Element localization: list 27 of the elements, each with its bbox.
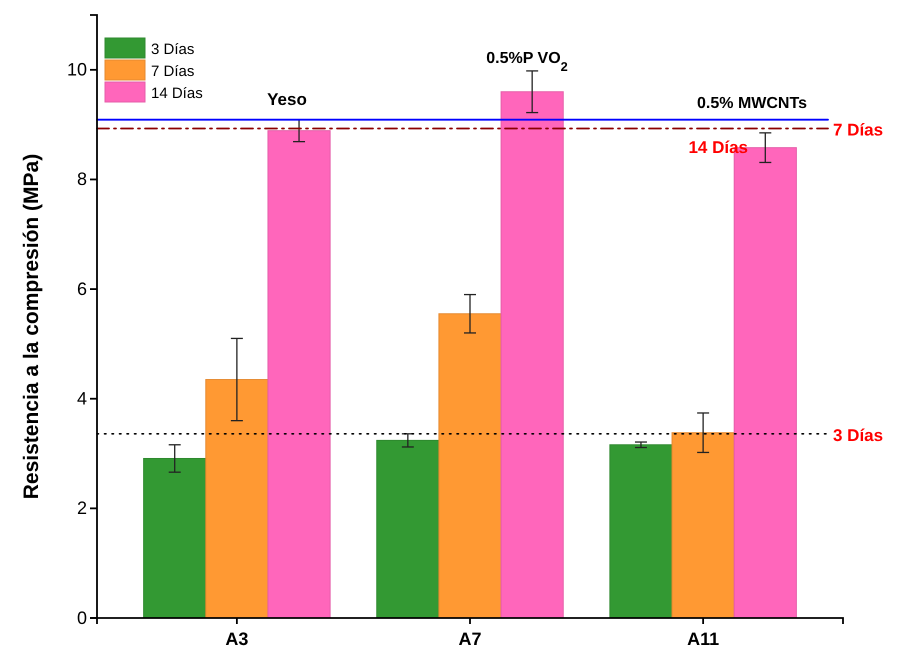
- bar: [143, 458, 206, 618]
- annotation: 0.5% MWCNTs: [697, 95, 808, 112]
- y-tick-label: 0: [76, 608, 87, 628]
- bar: [500, 91, 564, 618]
- annotation: 14 Días: [688, 138, 748, 157]
- y-tick-label: 10: [66, 60, 87, 80]
- x-tick-label: A3: [225, 629, 248, 649]
- annotation: 0.5%P VO$_{2}$: [486, 50, 568, 74]
- y-tick-label: 6: [76, 278, 87, 299]
- x-tick-label: A7: [458, 629, 482, 649]
- legend-label: 7 Días: [151, 63, 194, 80]
- bar: [376, 440, 440, 618]
- legend-label: 14 Días: [151, 85, 203, 102]
- bar: [609, 444, 673, 618]
- bar: [267, 130, 331, 618]
- legend-label: 3 Días: [151, 41, 194, 58]
- y-tick-label: 8: [76, 169, 87, 190]
- y-tick-label: 2: [76, 498, 87, 518]
- ref-line-label: 3 Días: [833, 426, 884, 445]
- ref-line-label: 7 Días: [833, 120, 884, 140]
- y-axis-title: Resistencia a la compresión (MPa): [20, 154, 43, 500]
- bar: [205, 379, 268, 618]
- bar: [438, 313, 502, 618]
- bar: [672, 432, 735, 618]
- y-tick-label: 4: [76, 388, 87, 408]
- annotation: Yeso: [267, 90, 307, 109]
- x-tick-label: A11: [687, 629, 720, 649]
